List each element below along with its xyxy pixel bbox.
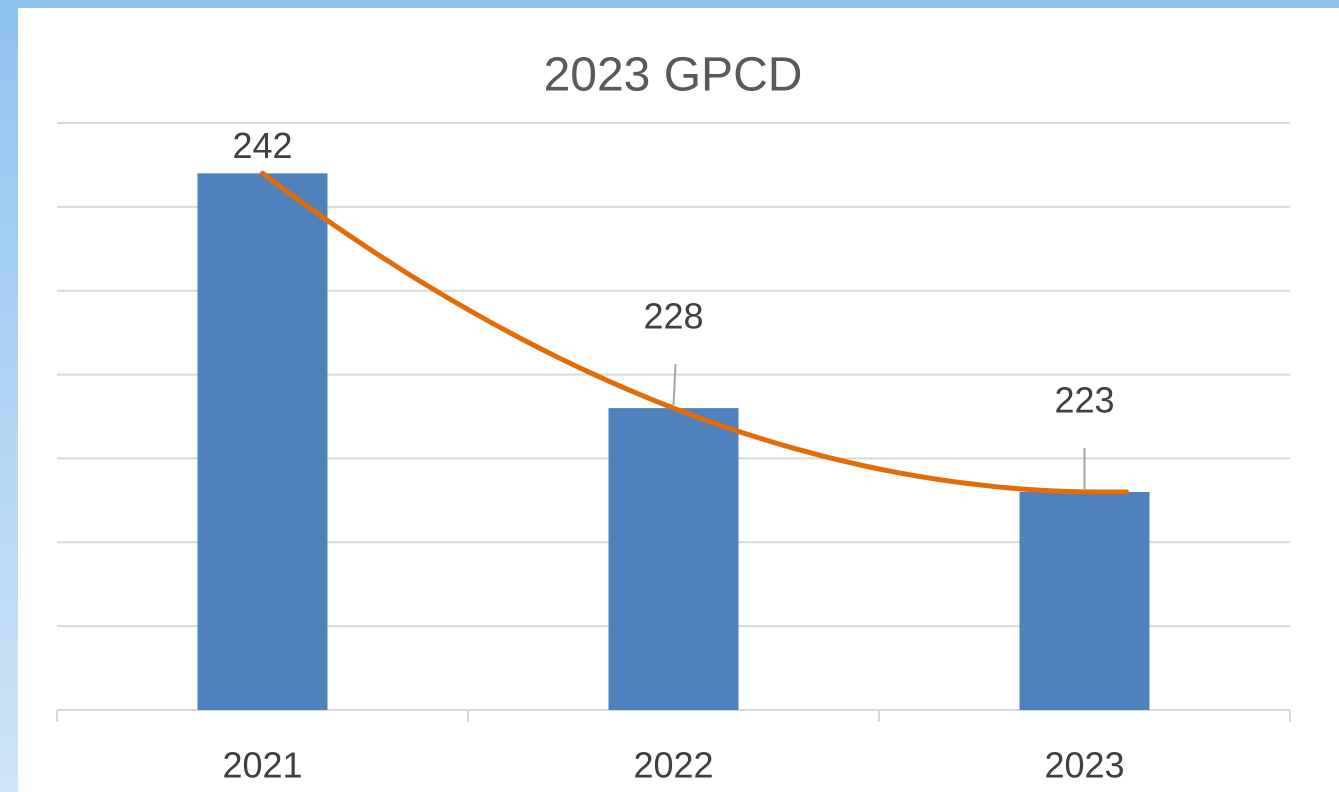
chart-title: 2023 GPCD: [544, 49, 803, 102]
data-label: 223: [1054, 379, 1114, 420]
data-label: 228: [643, 296, 703, 337]
bar: [1019, 491, 1150, 710]
x-tick-label: 2022: [633, 745, 713, 786]
data-label: 242: [232, 125, 292, 166]
trendline: [260, 170, 1129, 495]
x-tick-label: 2021: [222, 745, 302, 786]
bar: [608, 408, 739, 710]
x-tick-label: 2023: [1044, 745, 1124, 786]
leader-line: [672, 364, 677, 406]
bar: [197, 173, 328, 711]
